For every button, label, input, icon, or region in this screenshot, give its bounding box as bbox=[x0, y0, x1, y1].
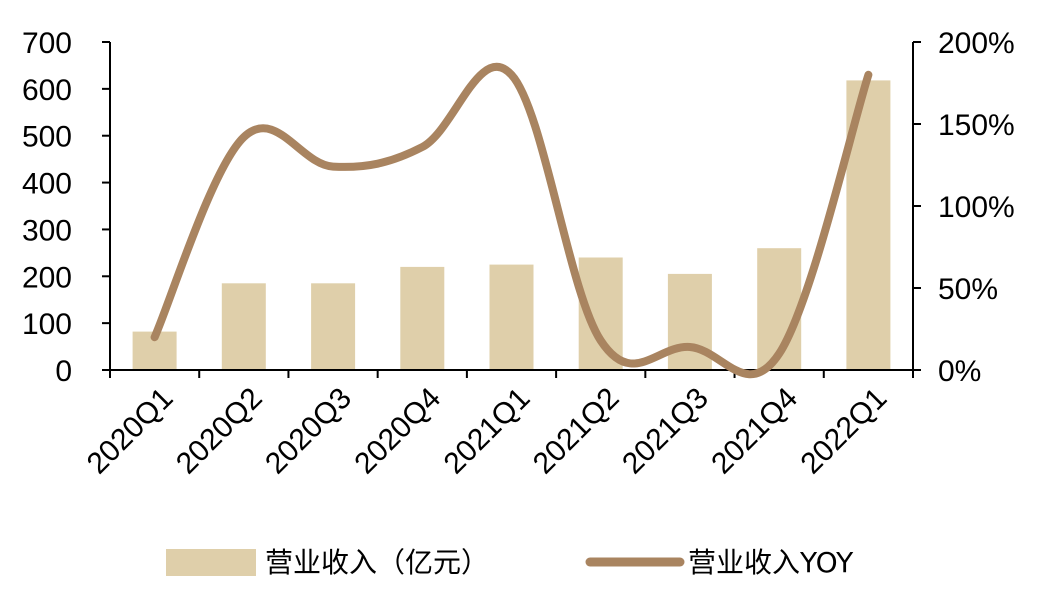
y-right-tick-label: 50% bbox=[938, 273, 998, 306]
bar-2021Q1 bbox=[489, 264, 534, 370]
bars-layer bbox=[132, 80, 891, 371]
x-tick-label: 2022Q1 bbox=[795, 382, 894, 481]
y-left-tick-label: 100 bbox=[22, 308, 72, 341]
x-tick-label: 2021Q4 bbox=[705, 382, 804, 481]
bar-2020Q3 bbox=[311, 283, 356, 370]
legend: 营业收入（亿元） 营业收入YOY bbox=[166, 546, 854, 579]
legend-label-bar: 营业收入（亿元） bbox=[265, 546, 489, 579]
y-left-tick-label: 500 bbox=[22, 121, 72, 154]
line-layer bbox=[150, 62, 873, 379]
x-tick-label: 2020Q3 bbox=[259, 382, 358, 481]
yoy-line bbox=[150, 62, 873, 379]
y-left-tick-label: 300 bbox=[22, 214, 72, 247]
x-tick-label: 2020Q1 bbox=[81, 382, 180, 481]
x-tick-label: 2021Q2 bbox=[527, 382, 626, 481]
axes-layer: 0 100 200 300 400 500 600 700 0% 50% 100% 150% 200% bbox=[22, 27, 1015, 388]
y-left-tick-label: 0 bbox=[55, 355, 72, 388]
x-tick-label: 2020Q2 bbox=[170, 382, 269, 481]
y-right-tick-label: 200% bbox=[938, 27, 1015, 60]
category-labels: 2020Q12020Q22020Q32020Q42021Q12021Q22021… bbox=[81, 382, 894, 481]
legend-swatch-bar bbox=[166, 549, 256, 576]
y-left-tick-label: 700 bbox=[22, 27, 72, 60]
y-right-tick-label: 0% bbox=[938, 355, 981, 388]
y-left-tick-label: 600 bbox=[22, 74, 72, 107]
bar-2020Q4 bbox=[400, 266, 445, 370]
y-left-tick-label: 200 bbox=[22, 261, 72, 294]
y-right-tick-label: 150% bbox=[938, 109, 1015, 142]
legend-label-line: 营业收入YOY bbox=[688, 546, 854, 579]
x-tick-label: 2021Q3 bbox=[616, 382, 715, 481]
y-left-tick-label: 400 bbox=[22, 168, 72, 201]
x-tick-label: 2021Q1 bbox=[438, 382, 537, 481]
bar-2020Q2 bbox=[221, 283, 266, 370]
x-tick-label: 2020Q4 bbox=[348, 382, 447, 481]
y-right-tick-label: 100% bbox=[938, 191, 1015, 224]
